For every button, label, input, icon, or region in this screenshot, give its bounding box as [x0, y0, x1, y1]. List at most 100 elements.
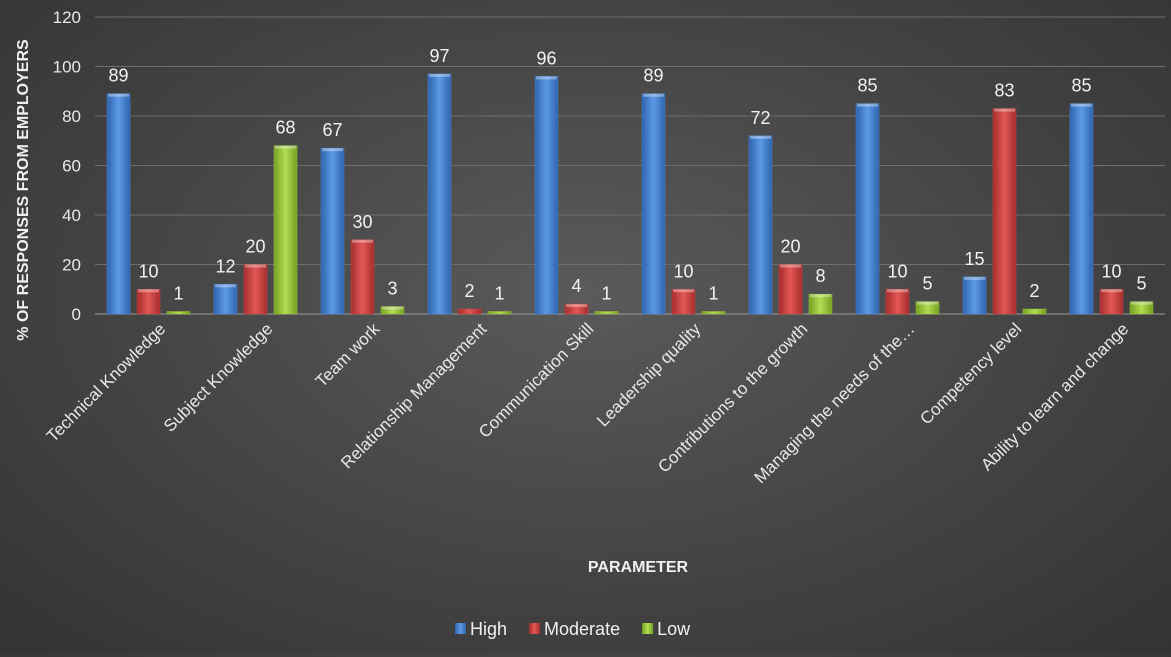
data-label-high-7: 72: [750, 108, 770, 128]
bars: [106, 73, 1154, 315]
legend-label-high: High: [470, 619, 507, 639]
y-tick-label: 60: [62, 157, 81, 176]
bar-highlight: [917, 301, 938, 305]
data-label-low-10: 5: [1136, 274, 1146, 294]
data-label-high-5: 96: [536, 48, 556, 68]
bar-highlight: [138, 289, 159, 293]
data-label-low-2: 68: [275, 118, 295, 138]
data-label-high-10: 85: [1071, 76, 1091, 96]
bar-moderate-4: [457, 308, 482, 315]
bar-high-9: [962, 276, 987, 315]
data-label-high-1: 89: [108, 66, 128, 86]
bar-low-5: [594, 311, 619, 315]
bar-highlight: [750, 135, 771, 139]
bar-low-6: [701, 311, 726, 315]
data-label-low-4: 1: [494, 284, 504, 304]
data-label-high-8: 85: [857, 76, 877, 96]
legend-swatch-moderate: [529, 623, 541, 634]
bar-high-6: [641, 93, 666, 315]
bar-moderate-8: [885, 289, 910, 315]
bar-moderate-9: [992, 108, 1017, 315]
bar-moderate-7: [778, 264, 803, 315]
legend-label-low: Low: [657, 619, 691, 639]
data-label-high-9: 15: [964, 249, 984, 269]
data-label-moderate-9: 83: [994, 81, 1014, 101]
y-tick-label: 40: [62, 206, 81, 225]
bar-low-10: [1129, 301, 1154, 315]
bar-highlight: [887, 289, 908, 293]
y-axis-ticks: 0 20 40 60 80 100 120: [53, 8, 81, 324]
bar-highlight: [275, 145, 296, 149]
y-tick-label: 100: [53, 58, 81, 77]
bar-low-7: [808, 293, 833, 315]
data-label-moderate-4: 2: [464, 281, 474, 301]
bar-high-4: [427, 73, 452, 315]
bar-high-8: [855, 103, 880, 315]
bar-highlight: [780, 264, 801, 268]
bar-highlight: [215, 284, 236, 288]
bar-highlight: [108, 93, 129, 97]
x-tick-label: Leadership quality: [593, 319, 704, 430]
y-tick-label: 0: [72, 305, 81, 324]
bar-highlight: [673, 289, 694, 293]
legend-swatch-high: [455, 623, 466, 634]
legend-swatch-low: [642, 623, 654, 634]
bar-highlight: [536, 76, 557, 80]
bar-highlight: [1131, 301, 1152, 305]
bar-highlight: [322, 148, 343, 152]
bar-high-7: [748, 135, 773, 315]
bar-low-3: [380, 306, 405, 315]
legend-label-moderate: Moderate: [544, 619, 620, 639]
data-label-low-1: 1: [173, 284, 183, 304]
legend: High Moderate Low: [455, 619, 691, 639]
gridlines: [95, 16, 1165, 315]
bar-low-1: [166, 311, 191, 315]
bar-moderate-1: [136, 289, 161, 315]
y-axis-title: % OF RESPONSES FROM EMPLOYERS: [15, 39, 32, 341]
bar-high-3: [320, 147, 345, 315]
bar-highlight: [1101, 289, 1122, 293]
bar-highlight: [964, 276, 985, 280]
bar-highlight: [810, 294, 831, 298]
data-label-moderate-7: 20: [780, 237, 800, 257]
data-label-moderate-8: 10: [887, 261, 907, 281]
bar-high-10: [1069, 103, 1094, 315]
bar-highlight: [382, 306, 403, 310]
bar-highlight: [245, 264, 266, 268]
y-tick-label: 120: [53, 8, 81, 27]
bar-high-2: [213, 284, 238, 315]
bar-moderate-6: [671, 289, 696, 315]
data-label-high-3: 67: [322, 120, 342, 140]
bar-highlight: [1071, 103, 1092, 107]
bar-moderate-2: [243, 264, 268, 315]
bar-low-2: [273, 145, 298, 315]
data-label-high-4: 97: [429, 46, 449, 66]
bar-low-4: [487, 311, 512, 315]
bar-highlight: [857, 103, 878, 107]
bar-high-1: [106, 93, 131, 315]
data-label-moderate-5: 4: [571, 276, 581, 296]
data-label-high-6: 89: [643, 66, 663, 86]
x-tick-label: Competency level: [916, 319, 1025, 428]
data-label-moderate-3: 30: [352, 212, 372, 232]
bar-moderate-5: [564, 303, 589, 315]
data-label-moderate-2: 20: [245, 237, 265, 257]
data-label-high-2: 12: [215, 256, 235, 276]
bar-low-9: [1022, 308, 1047, 315]
data-label-moderate-6: 10: [673, 261, 693, 281]
bar-highlight: [566, 304, 587, 308]
data-label-moderate-1: 10: [138, 261, 158, 281]
data-label-moderate-10: 10: [1101, 261, 1121, 281]
x-tick-label: Communication Skill: [475, 319, 597, 441]
bar-highlight: [643, 93, 664, 97]
data-label-low-3: 3: [387, 279, 397, 299]
data-label-low-8: 5: [922, 274, 932, 294]
x-axis-title: PARAMETER: [588, 559, 689, 576]
bar-moderate-10: [1099, 289, 1124, 315]
bar-high-5: [534, 76, 559, 315]
x-tick-label: Subject Knowledge: [160, 319, 276, 435]
